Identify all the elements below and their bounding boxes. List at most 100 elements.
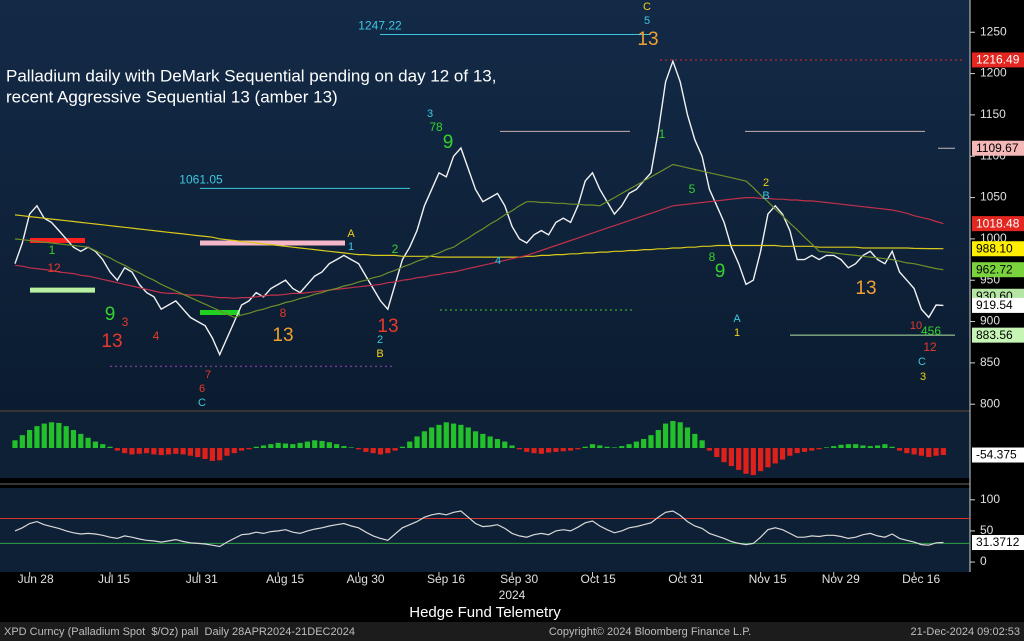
histogram-bar (589, 444, 596, 449)
reference-label: 1061.05 (179, 173, 223, 187)
demark-count: 4 (153, 329, 160, 343)
line-series (14, 197, 944, 300)
histogram-bar (889, 446, 895, 449)
histogram-bar (458, 424, 464, 449)
demark-count: 5 (689, 182, 696, 196)
histogram-bar (567, 448, 574, 451)
demark-count: 1 (734, 327, 740, 339)
demark-count: 3 (122, 315, 129, 329)
histogram-bar (224, 448, 230, 456)
y-tick-label: 900 (980, 314, 1000, 328)
watermark: Hedge Fund Telemetry (409, 604, 561, 621)
histogram-bar (12, 440, 18, 449)
histogram-bar (721, 448, 727, 463)
histogram-bar (341, 446, 347, 449)
histogram-bar (699, 440, 705, 449)
histogram-bar (78, 433, 84, 449)
histogram-bar (377, 448, 384, 455)
histogram-bar (465, 427, 471, 449)
histogram-bar (736, 448, 742, 470)
histogram-bar (202, 448, 208, 459)
histogram-bar (714, 448, 720, 458)
histogram-bar (494, 439, 501, 449)
histogram-bar (516, 448, 522, 450)
histogram-bar (626, 444, 632, 449)
histogram-bar (92, 441, 99, 449)
histogram-bar (677, 422, 683, 449)
histogram-bar (524, 448, 530, 452)
x-tick-label: Oct 15 (580, 572, 616, 586)
price-tag (972, 327, 1024, 343)
x-tick-label: Jun 28 (18, 572, 54, 586)
demark-count: 13 (101, 331, 122, 352)
histogram-bar (801, 448, 808, 452)
histogram-bar (597, 445, 603, 449)
x-tick-label: Aug 30 (347, 572, 385, 586)
demark-count: 1 (659, 127, 666, 141)
price-tag (972, 535, 1024, 551)
demark-count: 3 (427, 108, 433, 120)
y-tick-label: 1250 (980, 24, 1007, 38)
histogram-bar (575, 448, 581, 450)
oscillator-panel (0, 488, 970, 572)
histogram-bar (662, 423, 669, 449)
histogram-bar (319, 440, 325, 449)
histogram-bar (165, 448, 172, 455)
histogram-bar (370, 448, 376, 454)
histogram-bar (633, 441, 639, 449)
histogram-bar (246, 448, 252, 450)
histogram-bar (290, 444, 296, 449)
demark-count: 9 (443, 132, 454, 153)
y-tick-label: 1150 (980, 107, 1006, 121)
demark-count: 1 (49, 243, 56, 257)
price-tag (972, 297, 1024, 313)
y-tick-label: 800 (980, 396, 1000, 410)
histogram-bar (268, 444, 274, 449)
demark-count: 8 (280, 306, 287, 320)
histogram-bar (853, 444, 859, 449)
histogram-bar (706, 448, 713, 451)
histogram-bar (231, 448, 237, 454)
y-tick-label: 100 (980, 492, 1000, 506)
footer-bar (0, 622, 1024, 641)
demark-count: B (762, 190, 769, 202)
price-panel (0, 0, 970, 410)
demark-count: 13 (272, 325, 293, 346)
histogram-bar (670, 421, 676, 449)
y-tick-label: 1200 (980, 66, 1007, 80)
demark-count: 12 (923, 340, 937, 354)
histogram-bar (641, 439, 647, 449)
histogram-bar (151, 448, 157, 455)
histogram-bar (911, 448, 917, 455)
histogram-bar (655, 430, 661, 449)
histogram-bar (728, 448, 734, 467)
price-tag-label: -54.375 (976, 448, 1017, 462)
histogram-bar (100, 444, 106, 449)
histogram-bar (926, 448, 932, 458)
histogram-bar (743, 448, 749, 474)
histogram-bar (611, 447, 618, 449)
demark-count: 13 (637, 29, 658, 50)
demark-count: 5 (644, 15, 650, 27)
histogram-bar (896, 448, 903, 451)
y-tick-label: 850 (980, 355, 1000, 369)
histogram-bar (217, 448, 223, 461)
demark-count: 12 (47, 261, 61, 275)
x-tick-label: Nov 29 (822, 572, 860, 586)
histogram-bar (443, 422, 449, 449)
demark-count: A (347, 228, 355, 240)
x-tick-label: Nov 15 (749, 572, 787, 586)
histogram-bar (823, 447, 830, 449)
demark-count: 3 (920, 371, 926, 383)
demark-count: C (198, 397, 206, 409)
price-tag-label: 1109.67 (976, 141, 1019, 155)
demark-count: 78 (429, 120, 443, 134)
histogram-bar (472, 431, 479, 449)
histogram-bar (845, 444, 851, 449)
histogram-bar (874, 445, 881, 449)
chart-title: Palladium daily with DeMark Sequential p… (6, 66, 496, 85)
histogram-bar (487, 436, 493, 449)
histogram-bar (414, 436, 420, 449)
histogram-bar (546, 448, 552, 453)
histogram-bar (860, 445, 866, 449)
